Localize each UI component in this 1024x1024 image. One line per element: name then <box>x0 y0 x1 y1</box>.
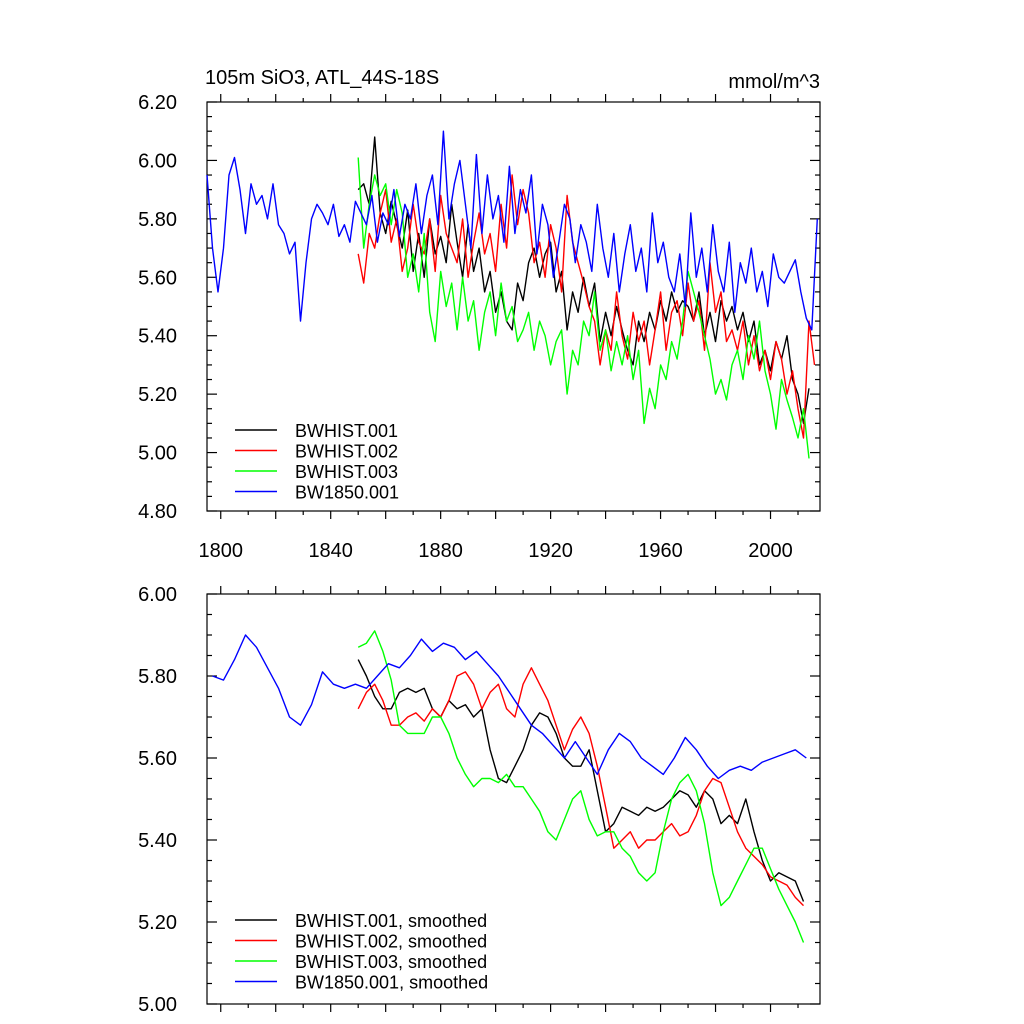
x-axis <box>220 586 799 1012</box>
y-tick-label: 5.80 <box>138 209 177 231</box>
units-label: mmol/m^3 <box>728 71 820 93</box>
y-tick-label: 6.00 <box>138 584 177 606</box>
y-axis: 6.00 5.80 5.60 5.40 5.20 5.00 <box>138 584 820 1016</box>
series-line <box>357 630 805 943</box>
y-axis: 6.20 6.00 5.80 5.60 5.40 5.20 5.00 4.80 <box>138 92 820 523</box>
legend-label: BWHIST.001 <box>295 421 398 441</box>
series-line <box>357 667 804 907</box>
legend-label: BWHIST.001, smoothed <box>295 911 487 931</box>
x-tick-label: 1800 <box>198 540 243 562</box>
series-line <box>206 130 818 331</box>
legend-label: BWHIST.003 <box>295 462 398 482</box>
top-panel: 105m SiO3, ATL_44S-18S mmol/m^3 6.20 6.00… <box>138 67 821 562</box>
series-line <box>357 136 810 425</box>
y-tick-label: 5.20 <box>138 384 177 406</box>
y-tick-label: 5.60 <box>138 748 177 770</box>
y-tick-label: 5.80 <box>138 666 177 688</box>
legend-label: BWHIST.002, smoothed <box>295 932 487 952</box>
bottom-panel: 6.00 5.80 5.60 5.40 5.20 5.00 BWHIST.001, smo… <box>138 584 821 1016</box>
x-tick-label: 1840 <box>308 540 353 562</box>
series-line <box>357 157 810 459</box>
series-line <box>357 659 805 902</box>
legend-label: BWHIST.003, smoothed <box>295 952 487 972</box>
x-tick-label: 2000 <box>748 540 793 562</box>
x-tick-label: 1920 <box>528 540 573 562</box>
x-tick-label: 1880 <box>418 540 463 562</box>
y-tick-label: 5.00 <box>138 443 177 465</box>
y-tick-label: 6.20 <box>138 92 177 114</box>
x-axis: 1800 1840 1880 1920 1960 2000 <box>198 94 799 562</box>
legend-label: BW1850.001 <box>295 483 399 503</box>
y-tick-label: 5.40 <box>138 326 177 348</box>
series-line <box>212 634 807 780</box>
series-lines <box>206 130 818 459</box>
y-tick-label: 4.80 <box>138 501 177 523</box>
legend-label: BWHIST.002 <box>295 442 398 462</box>
chart-title: 105m SiO3, ATL_44S-18S <box>205 67 439 89</box>
series-line <box>357 174 816 439</box>
y-tick-label: 5.60 <box>138 267 177 289</box>
y-tick-label: 5.40 <box>138 830 177 852</box>
y-tick-label: 6.00 <box>138 150 177 172</box>
y-tick-label: 5.20 <box>138 912 177 934</box>
legend-label: BW1850.001, smoothed <box>295 973 488 993</box>
x-tick-label: 1960 <box>638 540 683 562</box>
series-lines <box>212 630 807 943</box>
y-tick-label: 5.00 <box>138 994 177 1016</box>
